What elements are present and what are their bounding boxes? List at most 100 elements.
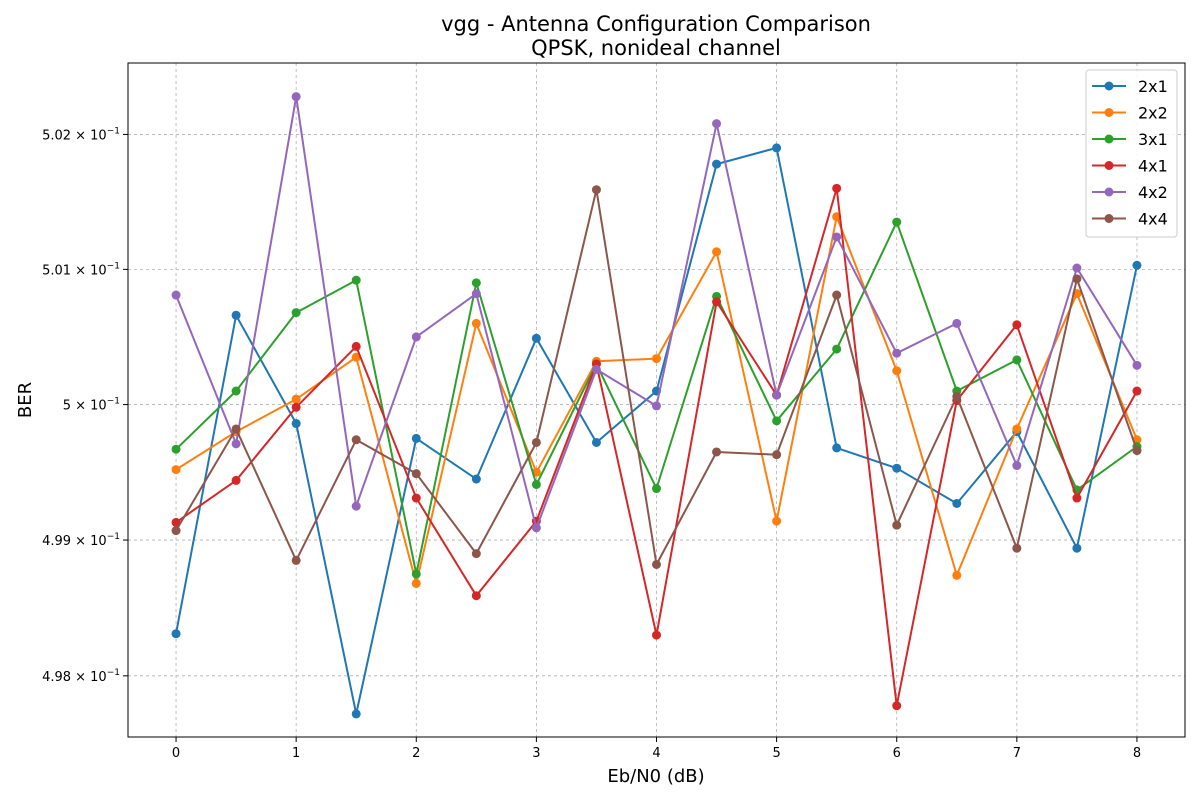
data-point-4x4 (772, 450, 782, 460)
data-point-4x4 (351, 435, 361, 445)
data-point-2x2 (171, 465, 181, 475)
data-point-2x1 (952, 498, 962, 508)
data-point-4x4 (291, 555, 301, 565)
data-point-4x2 (1132, 360, 1142, 370)
data-point-2x1 (772, 143, 782, 153)
legend-marker (1104, 134, 1114, 144)
data-point-4x1 (1132, 386, 1142, 396)
data-point-4x1 (652, 630, 661, 640)
data-point-4x4 (171, 526, 181, 536)
data-point-2x2 (471, 318, 481, 328)
data-point-3x1 (231, 386, 241, 396)
data-point-2x1 (832, 443, 842, 453)
data-point-4x2 (171, 290, 181, 300)
data-point-2x1 (411, 433, 421, 443)
data-point-4x4 (652, 559, 661, 569)
data-point-2x1 (531, 333, 541, 343)
x-tick-label: 0 (172, 746, 180, 761)
series-4x2 (171, 92, 1142, 533)
data-point-3x1 (291, 308, 301, 318)
data-point-4x2 (351, 501, 361, 511)
y-axis-ticks: 4.98 × 10−1 4.99 × 10−1 5 × 10−1 5.01 × 10−… (42, 126, 128, 685)
y-tick-label: 4.99 × 10−1 (42, 532, 120, 549)
data-point-2x1 (1132, 260, 1142, 270)
data-point-4x1 (231, 475, 241, 485)
data-point-2x2 (712, 247, 722, 257)
x-axis-ticks: 0 1 2 3 4 5 6 7 8 (172, 737, 1141, 761)
data-point-4x4 (411, 469, 421, 479)
legend-label: 2x1 (1138, 77, 1168, 96)
data-point-2x2 (1012, 424, 1022, 434)
data-point-4x1 (471, 591, 481, 601)
data-point-4x2 (411, 332, 421, 342)
data-point-4x4 (471, 549, 481, 559)
data-point-3x1 (411, 569, 421, 579)
legend-marker (1104, 187, 1114, 197)
data-point-4x1 (291, 402, 301, 412)
data-point-3x1 (531, 479, 541, 489)
y-tick-label: 4.98 × 10−1 (42, 668, 120, 685)
data-point-2x1 (712, 159, 722, 169)
data-point-4x2 (652, 401, 661, 411)
legend-marker (1104, 214, 1114, 223)
data-point-3x1 (832, 344, 842, 354)
legend-item: 2x2 (1092, 104, 1168, 123)
data-point-4x1 (712, 297, 722, 307)
data-point-2x1 (1072, 543, 1082, 553)
x-tick-label: 1 (292, 746, 300, 761)
data-point-2x1 (591, 437, 601, 447)
legend-label: 4x4 (1138, 210, 1168, 229)
legend-item: 4x1 (1092, 157, 1168, 176)
x-axis-label: Eb/N0 (dB) (607, 766, 704, 787)
data-point-4x4 (1072, 274, 1082, 284)
legend-marker (1104, 108, 1114, 117)
data-point-4x2 (1072, 263, 1082, 273)
data-point-4x2 (712, 119, 722, 129)
x-tick-label: 4 (652, 746, 660, 761)
legend-item: 3x1 (1092, 130, 1168, 149)
data-point-4x4 (1132, 446, 1142, 456)
data-point-4x4 (531, 437, 541, 447)
x-tick-label: 8 (1133, 746, 1141, 761)
data-point-2x1 (171, 629, 181, 639)
data-point-3x1 (1012, 355, 1022, 365)
data-point-4x2 (471, 289, 481, 299)
legend-marker (1104, 81, 1114, 91)
data-point-4x2 (952, 318, 962, 328)
legend: 2x1 2x2 3x1 4x1 4x2 4x4 (1085, 69, 1178, 238)
data-point-4x1 (351, 341, 361, 351)
data-point-4x1 (1012, 320, 1022, 330)
legend-label: 2x2 (1138, 104, 1168, 123)
data-point-4x4 (832, 290, 842, 300)
legend-label: 4x2 (1138, 183, 1168, 202)
data-point-4x2 (591, 364, 601, 374)
data-point-4x2 (291, 92, 301, 102)
chart-subtitle: QPSK, nonideal channel (531, 36, 781, 60)
data-point-2x2 (411, 578, 421, 588)
data-point-4x4 (712, 447, 722, 457)
x-tick-label: 7 (1013, 746, 1021, 761)
data-point-4x2 (892, 348, 902, 358)
legend-item: 4x4 (1092, 210, 1168, 229)
legend-label: 4x1 (1138, 157, 1168, 176)
data-point-3x1 (652, 484, 661, 494)
y-tick-label: 5 × 10−1 (63, 397, 120, 414)
data-point-4x4 (1012, 543, 1022, 553)
data-point-4x2 (531, 523, 541, 533)
data-point-3x1 (892, 217, 902, 227)
data-point-4x2 (832, 232, 842, 242)
data-point-3x1 (351, 275, 361, 285)
data-point-2x2 (351, 352, 361, 362)
data-point-2x1 (892, 463, 902, 473)
x-tick-label: 3 (532, 746, 540, 761)
series-4x4 (171, 185, 1142, 569)
data-point-4x2 (1012, 461, 1022, 471)
data-point-2x2 (652, 354, 661, 364)
data-point-2x2 (772, 516, 782, 526)
chart-title: vgg - Antenna Configuration Comparison (441, 12, 871, 36)
data-point-4x1 (832, 183, 842, 193)
data-point-4x4 (231, 424, 241, 434)
data-point-4x1 (1072, 493, 1082, 503)
data-point-2x1 (351, 709, 361, 719)
